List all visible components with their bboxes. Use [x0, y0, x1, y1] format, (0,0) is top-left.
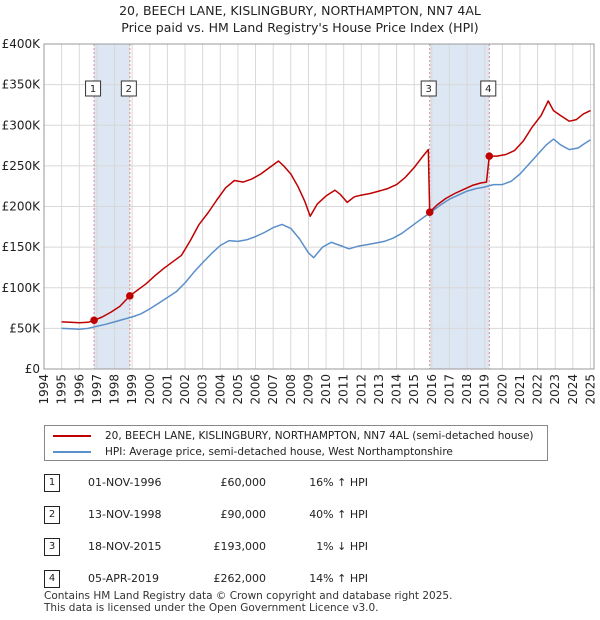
x-tick-label: 2019: [478, 374, 492, 405]
y-tick-label: £0: [25, 362, 40, 376]
footer-licence: This data is licensed under the Open Gov…: [44, 602, 379, 614]
legend-label-property: 20, BEECH LANE, KISLINGBURY, NORTHAMPTON…: [105, 430, 534, 442]
x-tick-label: 2011: [337, 374, 351, 405]
y-tick-label: £250K: [2, 159, 42, 173]
x-tick-label: 2023: [548, 374, 562, 405]
x-tick-label: 2022: [531, 374, 545, 405]
sale-marker-box: [120, 80, 137, 97]
title-line-2: Price paid vs. HM Land Registry's House …: [121, 20, 479, 35]
x-tick-label: 2016: [425, 374, 439, 405]
footer: Contains HM Land Registry data © Crown c…: [44, 590, 452, 614]
sale-point: [126, 292, 134, 300]
x-tick-label: 2005: [231, 374, 245, 405]
sale-hpi-change: 14% ↑ HPI: [309, 572, 368, 585]
sale-date: 05-APR-2019: [88, 572, 160, 585]
x-tick-label: 2013: [372, 374, 386, 405]
price-chart: 1 2 3 4 £0 £50K £100K £150K £200K £250K £300K £350K…: [2, 37, 598, 405]
sale-row: 4 05-APR-2019 £262,000 14% ↑ HPI: [44, 570, 564, 590]
x-tick-label: 1996: [72, 374, 86, 405]
x-tick-label: 2020: [495, 374, 509, 405]
x-tick-label: 2025: [583, 374, 597, 405]
sale-number-badge: 1: [44, 474, 60, 492]
footer-copyright: Contains HM Land Registry data © Crown c…: [44, 590, 453, 602]
x-tick-label: 2003: [196, 374, 210, 405]
legend-label-hpi: HPI: Average price, semi-detached house,…: [105, 446, 453, 458]
sale-date: 18-NOV-2015: [88, 540, 162, 553]
legend-item-hpi: HPI: Average price, semi-detached house,…: [53, 444, 453, 460]
x-tick-label: 2006: [249, 374, 263, 405]
x-tick-label: 2000: [143, 374, 157, 405]
sale-marker-label: 1: [90, 84, 96, 95]
y-tick-label: £100K: [2, 281, 42, 295]
y-tick-label: £150K: [2, 240, 42, 254]
x-tick-label: 2024: [566, 374, 580, 405]
sale-date: 13-NOV-1998: [88, 508, 162, 521]
title-line-1: 20, BEECH LANE, KISLINGBURY, NORTHAMPTON…: [119, 3, 481, 18]
x-tick-label: 2010: [319, 374, 333, 405]
sale-date: 01-NOV-1996: [88, 476, 162, 489]
x-tick-label: 2018: [460, 374, 474, 405]
x-tick-label: 2004: [213, 374, 227, 405]
x-tick-label: 1994: [37, 374, 51, 405]
sale-price: £60,000: [220, 476, 267, 489]
hpi-line: [61, 138, 591, 330]
y-tick-label: £350K: [2, 78, 42, 92]
sale-row: 2 13-NOV-1998 £90,000 40% ↑ HPI: [44, 506, 564, 526]
sale-point: [485, 152, 494, 160]
x-tick-label: 2012: [354, 374, 368, 405]
y-tick-label: £300K: [2, 118, 42, 132]
sale-number-badge: 4: [44, 570, 60, 588]
x-tick-label: 2002: [178, 374, 192, 405]
chart-title: 20, BEECH LANE, KISLINGBURY, NORTHAMPTON…: [0, 2, 600, 36]
sale-marker-label: 3: [426, 84, 432, 95]
sale-marker-box: [420, 80, 437, 97]
x-tick-label: 1995: [55, 374, 69, 405]
sale-row: 3 18-NOV-2015 £193,000 1% ↓ HPI: [44, 538, 564, 558]
sale-hpi-change: 40% ↑ HPI: [309, 508, 368, 521]
x-tick-label: 1998: [108, 374, 122, 405]
legend-swatch-hpi: [53, 451, 91, 453]
sale-point: [90, 316, 98, 325]
x-tick-label: 1997: [90, 374, 104, 405]
sale-marker-label: 2: [126, 84, 132, 95]
y-tick-label: £400K: [2, 37, 42, 51]
sale-marker-box: [85, 80, 102, 97]
sale-price: £262,000: [213, 572, 267, 585]
y-tick-label: £50K: [9, 321, 41, 335]
x-tick-label: 2015: [407, 374, 421, 405]
property-price-line: [61, 100, 591, 324]
x-tick-label: 2007: [266, 374, 280, 405]
sale-price: £193,000: [213, 540, 267, 553]
y-tick-label: £200K: [2, 200, 42, 214]
x-tick-label: 2001: [160, 374, 174, 405]
plot-frame: [43, 43, 595, 370]
sale-number-badge: 2: [44, 506, 60, 524]
sale-point: [425, 208, 434, 216]
x-tick-label: 2021: [513, 374, 527, 405]
legend: 20, BEECH LANE, KISLINGBURY, NORTHAMPTON…: [44, 425, 548, 461]
sale-number-badge: 3: [44, 538, 60, 556]
legend-item-property: 20, BEECH LANE, KISLINGBURY, NORTHAMPTON…: [53, 428, 534, 444]
x-tick-label: 2009: [301, 374, 315, 405]
sale-hpi-change: 16% ↑ HPI: [309, 476, 368, 489]
sale-hpi-change: 1% ↓ HPI: [316, 540, 368, 553]
legend-swatch-property: [53, 435, 91, 437]
x-tick-label: 2008: [284, 374, 298, 405]
sale-row: 1 01-NOV-1996 £60,000 16% ↑ HPI: [44, 474, 564, 494]
sale-price: £90,000: [220, 508, 267, 521]
x-tick-label: 2014: [390, 374, 404, 405]
x-tick-label: 2017: [442, 374, 456, 405]
sale-marker-box: [480, 80, 497, 97]
sale-marker-label: 4: [485, 84, 491, 95]
x-tick-label: 1999: [125, 374, 139, 405]
